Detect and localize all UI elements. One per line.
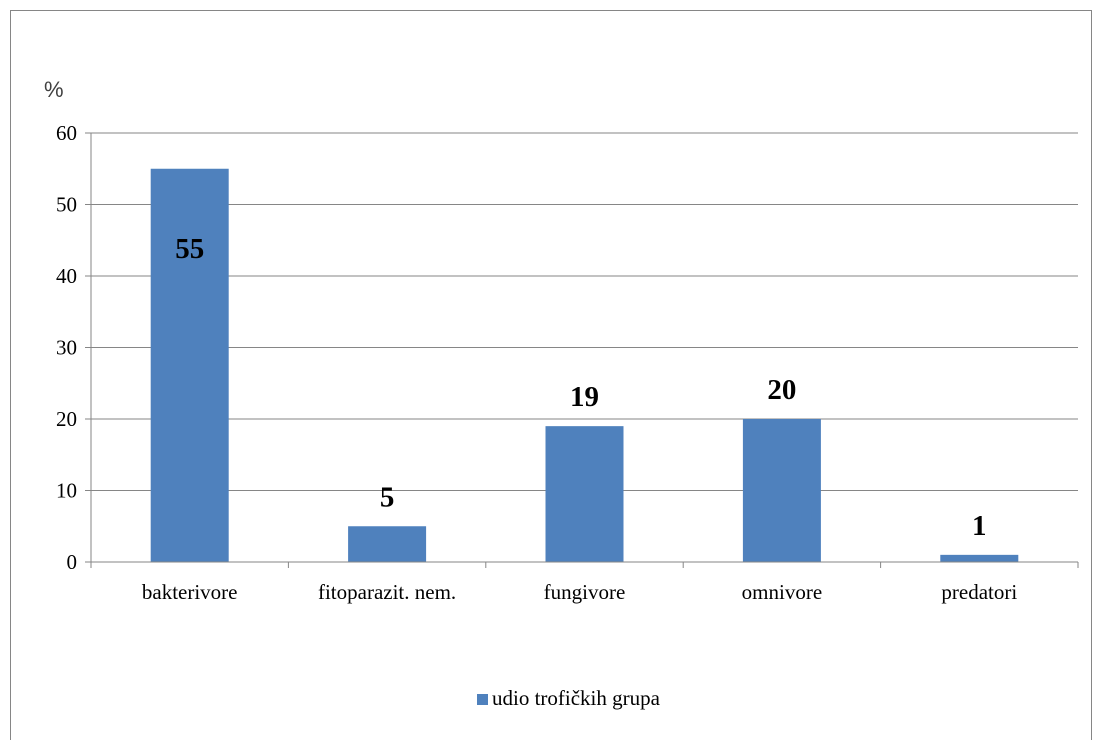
data-label: 19 xyxy=(570,381,599,413)
y-tick-label: 40 xyxy=(56,264,77,288)
bar-bakterivore xyxy=(150,168,229,562)
y-axis-ticks: 0 10 20 30 40 50 60 xyxy=(56,121,91,574)
y-tick-label: 0 xyxy=(67,550,78,574)
legend: udio trofičkih grupa xyxy=(477,686,661,710)
data-label: 5 xyxy=(380,481,395,513)
x-tick-label: fungivore xyxy=(544,580,626,604)
data-label: 55 xyxy=(175,233,204,265)
bar-fitoparazit-nem- xyxy=(348,526,427,562)
legend-swatch xyxy=(477,694,488,705)
data-label: 20 xyxy=(767,374,796,406)
y-tick-label: 30 xyxy=(56,336,77,360)
y-axis-unit-label: % xyxy=(44,77,64,102)
bars xyxy=(150,168,1019,562)
bar-omnivore xyxy=(742,419,821,562)
x-tick-label: predatori xyxy=(941,580,1017,604)
y-tick-label: 60 xyxy=(56,121,77,145)
y-tick-label: 10 xyxy=(56,479,77,503)
legend-label: udio trofičkih grupa xyxy=(492,686,661,710)
data-label: 1 xyxy=(972,510,987,542)
x-tick-label: bakterivore xyxy=(142,580,238,604)
bar-predatori xyxy=(940,554,1019,562)
x-tick-label: fitoparazit. nem. xyxy=(318,580,456,604)
x-axis: bakterivore fitoparazit. nem. fungivore omn… xyxy=(90,133,1079,604)
x-tick-label: omnivore xyxy=(742,580,822,604)
y-tick-label: 50 xyxy=(56,193,77,217)
bar-fungivore xyxy=(545,426,624,562)
y-tick-label: 20 xyxy=(56,407,77,431)
